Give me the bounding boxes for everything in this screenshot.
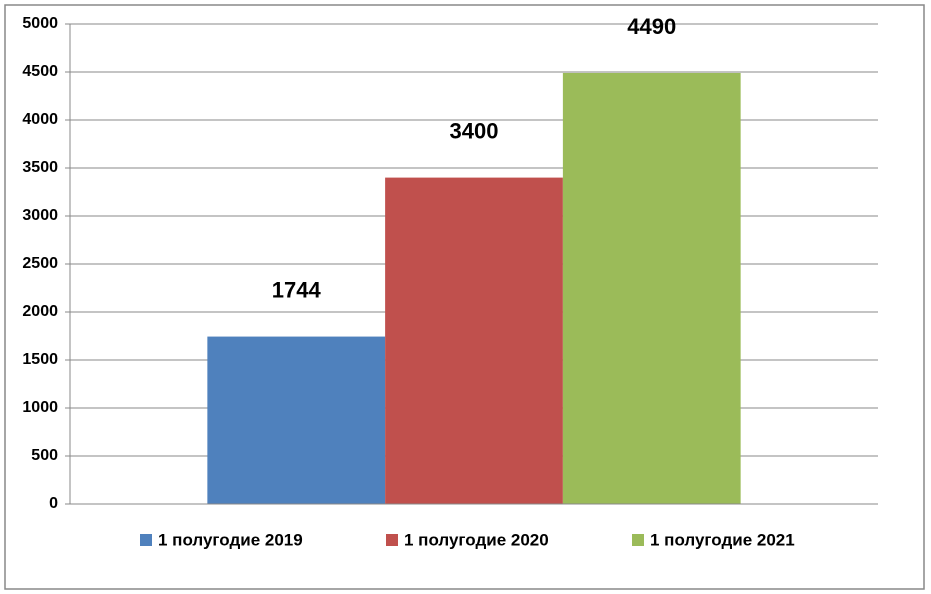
data-label: 4490 [627,14,676,39]
data-label: 1744 [272,277,322,302]
y-tick-label: 5000 [22,15,58,32]
bar [562,72,741,505]
y-tick-label: 4500 [22,63,58,80]
bar [207,336,386,504]
data-label: 3400 [450,118,499,143]
y-tick-label: 1500 [22,351,58,368]
legend-swatch [140,534,152,546]
legend-swatch [632,534,644,546]
y-tick-label: 2000 [22,303,58,320]
y-tick-label: 0 [49,495,58,512]
legend-swatch [386,534,398,546]
y-tick-label: 3500 [22,159,58,176]
y-tick-label: 1000 [22,399,58,416]
y-tick-label: 500 [31,447,58,464]
bar [385,177,563,504]
legend-label: 1 полугодие 2020 [404,530,549,549]
y-tick-label: 3000 [22,207,58,224]
legend-label: 1 полугодие 2019 [158,530,303,549]
y-tick-label: 2500 [22,255,58,272]
legend-label: 1 полугодие 2021 [650,530,795,549]
y-tick-label: 4000 [22,111,58,128]
